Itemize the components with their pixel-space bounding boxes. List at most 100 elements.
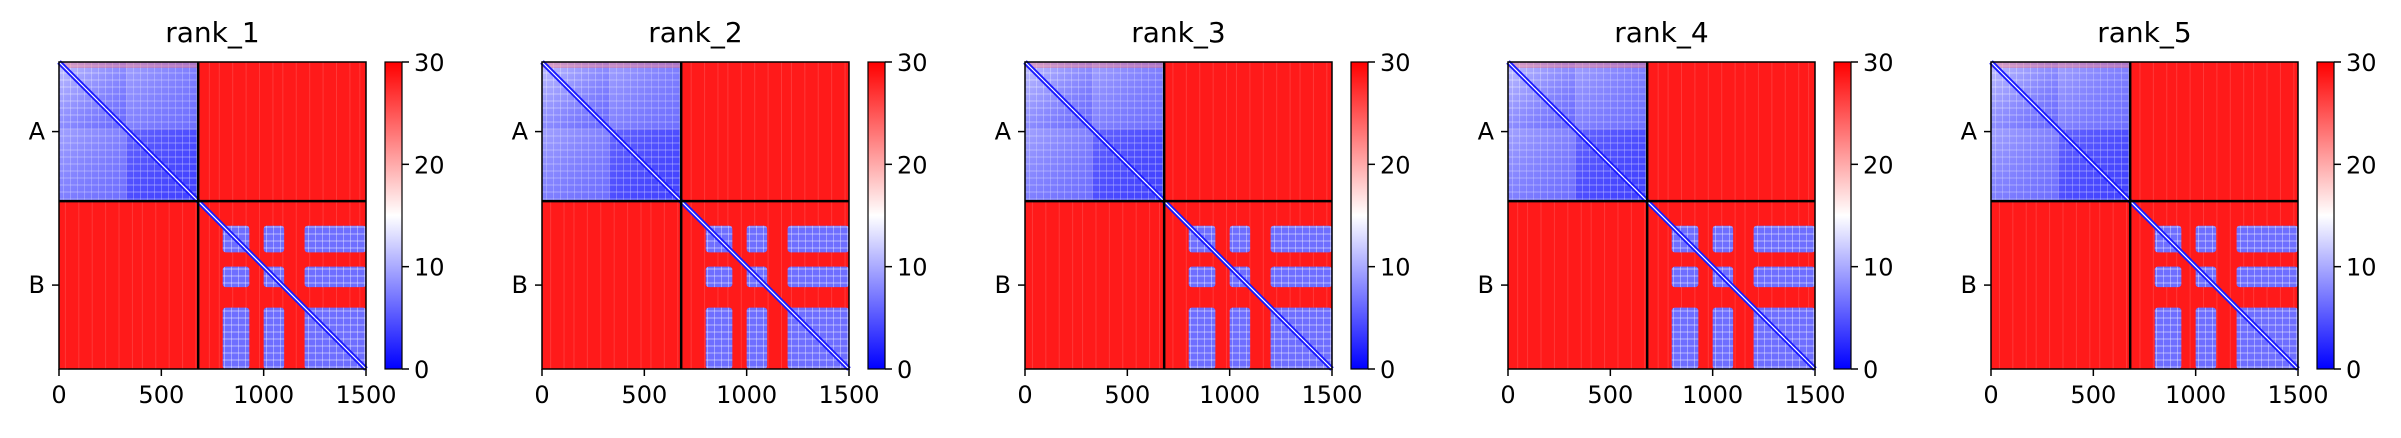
chain-label: B xyxy=(1961,271,1977,299)
x-tick-label: 0 xyxy=(1983,381,1998,409)
axes-frame xyxy=(1990,61,2299,370)
chain-label: A xyxy=(1961,118,1978,146)
axes-frame xyxy=(58,61,367,370)
contact-texture xyxy=(1753,266,1815,288)
block-edge xyxy=(1991,62,2131,68)
panel-rank_3: rank_3 0 500 1000 1500 A B 0 10 20 30 xyxy=(995,16,1411,409)
colorbar-tick-label: 30 xyxy=(1863,49,1894,77)
colorbar-tick-label: 10 xyxy=(897,254,928,282)
contact-texture xyxy=(1671,307,1699,369)
contact-texture xyxy=(263,307,285,369)
panel-title: rank_3 xyxy=(1131,16,1225,49)
contact-texture xyxy=(1270,225,1332,253)
chain-label: B xyxy=(995,271,1011,299)
colorbar-tick-label: 0 xyxy=(1863,356,1878,384)
x-tick-label: 1500 xyxy=(1301,381,1362,409)
block-edge xyxy=(59,62,199,68)
panel-rank_1: rank_1 0 500 1000 1500 A B 0 10 20 30 xyxy=(29,16,445,409)
x-tick-label: 1000 xyxy=(1199,381,1260,409)
contact-texture xyxy=(787,225,849,253)
heatmap-texture xyxy=(1517,62,1810,369)
diagonal-core xyxy=(1990,61,2299,370)
contact-texture xyxy=(2154,266,2182,288)
panel-title: rank_1 xyxy=(165,16,259,49)
colorbar xyxy=(1350,61,1369,370)
contact-texture xyxy=(2236,225,2298,253)
contact-texture xyxy=(1753,225,1815,253)
x-tick-label: 500 xyxy=(1587,381,1633,409)
block-edge xyxy=(542,62,682,68)
colorbar xyxy=(2316,61,2335,370)
diagonal-core xyxy=(1507,61,1816,370)
contact-texture xyxy=(222,307,250,369)
colorbar-tick-label: 30 xyxy=(414,49,445,77)
colorbar-tick-label: 10 xyxy=(1380,254,1411,282)
x-tick-label: 1500 xyxy=(1784,381,1845,409)
chain-label: B xyxy=(512,271,528,299)
x-tick-label: 500 xyxy=(2070,381,2116,409)
colorbar-tick-label: 20 xyxy=(1863,151,1894,179)
block-edge xyxy=(1025,62,1165,68)
panel-rank_4: rank_4 0 500 1000 1500 A B 0 10 20 30 xyxy=(1478,16,1894,409)
colorbar-tick-label: 20 xyxy=(897,151,928,179)
colorbar-tick-label: 20 xyxy=(2346,151,2377,179)
contact-texture xyxy=(1270,266,1332,288)
contact-texture xyxy=(2236,266,2298,288)
chain-label: A xyxy=(29,118,46,146)
colorbar-tick-label: 20 xyxy=(414,151,445,179)
panel-title: rank_2 xyxy=(648,16,742,49)
chain-label: B xyxy=(1478,271,1494,299)
colorbar-tick-label: 30 xyxy=(897,49,928,77)
x-tick-label: 1500 xyxy=(818,381,879,409)
colorbar xyxy=(867,61,886,370)
x-tick-label: 0 xyxy=(51,381,66,409)
contact-texture xyxy=(304,266,366,288)
chain-label: A xyxy=(995,118,1012,146)
colorbar-tick-label: 30 xyxy=(1380,49,1411,77)
block-edge xyxy=(1508,62,1648,68)
contact-texture xyxy=(2195,307,2217,369)
x-tick-label: 500 xyxy=(621,381,667,409)
chain-label: B xyxy=(29,271,45,299)
x-tick-label: 1000 xyxy=(716,381,777,409)
x-tick-label: 500 xyxy=(1104,381,1150,409)
colorbar-tick-label: 0 xyxy=(414,356,429,384)
colorbar xyxy=(1833,61,1852,370)
chain-label: A xyxy=(512,118,529,146)
contact-texture xyxy=(705,307,733,369)
x-tick-label: 1500 xyxy=(2267,381,2328,409)
axes-frame xyxy=(541,61,850,370)
colorbar-tick-label: 10 xyxy=(2346,254,2377,282)
colorbar-tick-label: 0 xyxy=(2346,356,2361,384)
contact-texture xyxy=(1229,307,1251,369)
colorbar-tick-label: 0 xyxy=(1380,356,1395,384)
x-tick-label: 500 xyxy=(138,381,184,409)
panel-rank_2: rank_2 0 500 1000 1500 A B 0 10 20 30 xyxy=(512,16,928,409)
panel-title: rank_4 xyxy=(1614,16,1708,49)
colorbar-tick-label: 10 xyxy=(1863,254,1894,282)
diagonal-core xyxy=(541,61,850,370)
x-tick-label: 0 xyxy=(1017,381,1032,409)
contact-texture xyxy=(746,225,768,253)
diagonal-core xyxy=(1024,61,1333,370)
panel-title: rank_5 xyxy=(2097,16,2191,49)
x-tick-label: 1000 xyxy=(233,381,294,409)
contact-texture xyxy=(1671,266,1699,288)
chain-label: A xyxy=(1478,118,1495,146)
contact-texture xyxy=(2154,307,2182,369)
contact-texture xyxy=(746,307,768,369)
contact-texture xyxy=(222,266,250,288)
contact-texture xyxy=(705,266,733,288)
contact-texture xyxy=(304,225,366,253)
contact-texture xyxy=(1188,266,1216,288)
x-tick-label: 1500 xyxy=(335,381,396,409)
colorbar-tick-label: 10 xyxy=(414,254,445,282)
contact-texture xyxy=(1712,225,1734,253)
panel-rank_5: rank_5 0 500 1000 1500 A B 0 10 20 30 xyxy=(1961,16,2377,409)
diagonal-core xyxy=(58,61,367,370)
contact-texture xyxy=(1188,307,1216,369)
colorbar-tick-label: 20 xyxy=(1380,151,1411,179)
contact-texture xyxy=(1712,307,1734,369)
contact-texture xyxy=(1229,225,1251,253)
